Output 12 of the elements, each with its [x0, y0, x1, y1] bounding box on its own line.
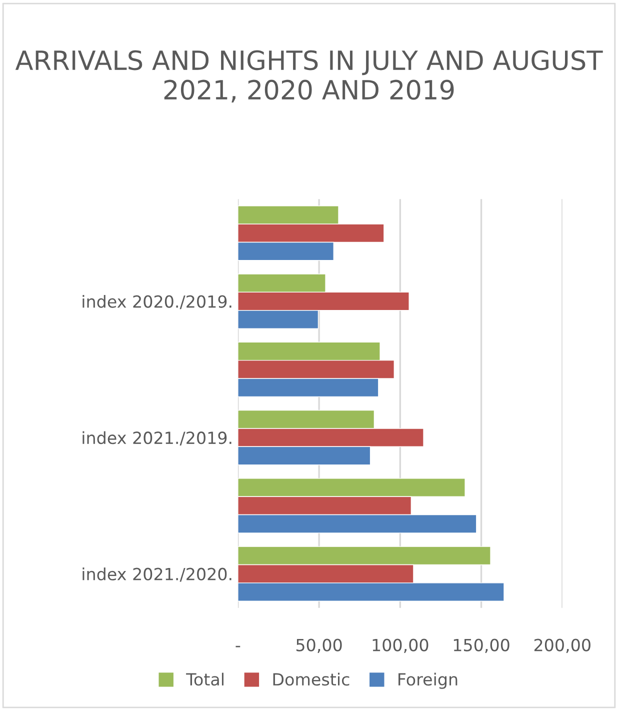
chart-title: ARRIVALS AND NIGHTS IN JULY AND AUGUST 2021, 2020 AND 2019 — [15, 50, 603, 102]
y-tick-label: index 2020./2019. — [82, 294, 232, 310]
x-tick-label: 100,00 — [372, 638, 428, 654]
y-tick-label: index 2021./2019. — [82, 431, 232, 446]
x-tick-label: - — [236, 646, 240, 648]
x-tick-label: 50,00 — [296, 638, 342, 654]
legend-label: Domestic — [273, 672, 350, 686]
legend-label: Total — [186, 672, 224, 686]
y-tick-label: index 2021./2020. — [82, 568, 232, 582]
x-tick-label: 200,00 — [534, 638, 590, 654]
x-tick-label: 150,00 — [454, 638, 510, 654]
legend-label: Foreign — [398, 672, 458, 689]
